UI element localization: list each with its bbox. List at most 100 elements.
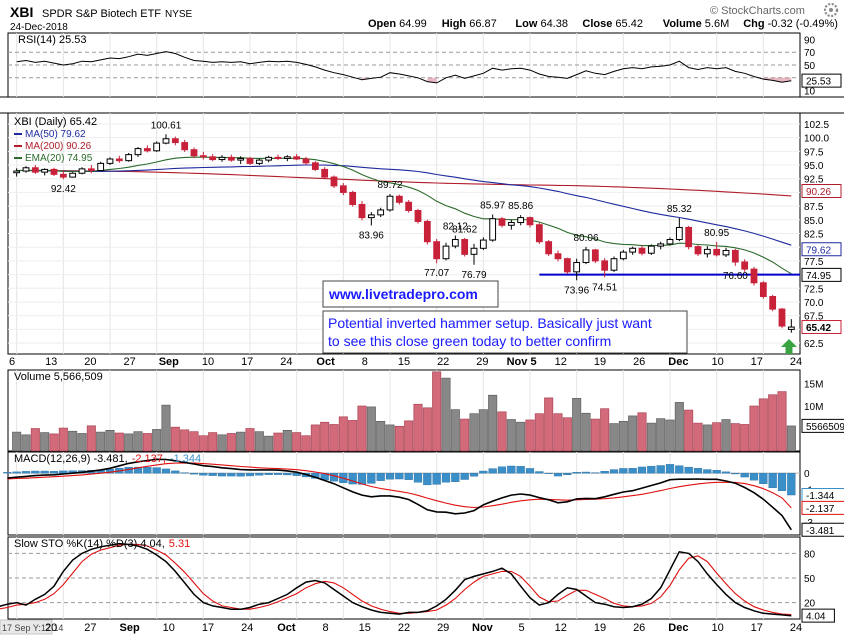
macd-histogram-bar xyxy=(423,472,432,486)
candle-body-down xyxy=(87,168,95,172)
note-box: Potential inverted hammer setup. Basical… xyxy=(322,310,688,354)
candle-body-up xyxy=(479,239,487,249)
candle-body-down xyxy=(171,138,179,144)
macd-histogram-bar xyxy=(749,472,759,481)
candle-body-up xyxy=(283,156,291,159)
macd-histogram-bar xyxy=(656,465,665,474)
candle-body-down xyxy=(209,156,217,161)
stat-close: Close 65.42 xyxy=(582,18,643,30)
candle-body-up xyxy=(489,218,497,241)
volume-bar xyxy=(497,411,507,452)
candle xyxy=(507,219,515,230)
candle xyxy=(666,237,674,246)
candle xyxy=(377,207,385,218)
candle xyxy=(601,258,609,278)
price-tick: 77.5 xyxy=(804,257,824,268)
bottom-x-label: 17 xyxy=(202,622,214,634)
volume-bar xyxy=(68,430,78,452)
bottom-x-label: Nov xyxy=(472,622,494,634)
volume-bar xyxy=(506,419,516,452)
candle-body-down xyxy=(731,249,739,263)
candle xyxy=(769,294,777,312)
macd-histogram-bar xyxy=(460,472,469,480)
candle xyxy=(115,155,123,163)
macd-histogram-bar xyxy=(693,468,703,474)
macd-histogram-bar xyxy=(245,472,255,477)
ma200-line xyxy=(16,169,792,197)
candle xyxy=(69,172,77,178)
volume-bar xyxy=(86,425,96,452)
macd-histogram-bar xyxy=(479,470,488,474)
volume-bar xyxy=(49,433,59,452)
legend-entry: MA(50) 79.62 xyxy=(25,129,86,140)
macd-histogram-bar xyxy=(49,471,59,474)
macd-histogram-bar xyxy=(413,472,423,483)
candle xyxy=(694,245,702,256)
legend-entry: MA(200) 90.26 xyxy=(25,141,92,152)
x-label: 8 xyxy=(362,356,368,368)
volume-bar xyxy=(114,432,124,452)
macd-histogram-bar xyxy=(199,472,208,476)
price-annotation: 100.61 xyxy=(151,120,182,131)
candle xyxy=(181,139,189,152)
price-annotation: 81.62 xyxy=(452,224,477,235)
badge-text: -2.137 xyxy=(806,504,835,515)
candle-body-down xyxy=(563,258,571,273)
bottom-x-label: 17 xyxy=(751,622,763,634)
candle xyxy=(526,216,534,228)
volume-bar xyxy=(618,420,628,452)
candle-body-down xyxy=(59,173,67,178)
volume-bar xyxy=(469,413,479,452)
macd-histogram-bar xyxy=(731,472,740,475)
crosshair-readout: 17 Sep Y:17.14 xyxy=(2,623,63,633)
candle xyxy=(433,238,441,264)
macd-histogram-bar xyxy=(516,466,525,474)
price-annotation: 82.12 xyxy=(443,222,468,233)
candle-body-down xyxy=(750,268,758,284)
candle xyxy=(255,158,263,166)
volume-bar xyxy=(348,420,358,452)
candle xyxy=(87,165,95,174)
ema20-badge: 74.95 xyxy=(801,267,842,282)
sto-tick: 20 xyxy=(804,599,816,610)
macd-histogram-bar xyxy=(21,471,31,474)
badge-text: 5566509 xyxy=(806,422,844,433)
website-box[interactable]: www.livetradepro.com xyxy=(322,280,499,308)
bottom-x-label: 20 xyxy=(45,622,57,634)
macd-histogram-bar xyxy=(619,468,628,474)
volume-bar xyxy=(77,433,87,452)
rsi-tick: 50 xyxy=(804,61,816,72)
macd-label-hist: -1.344 xyxy=(170,453,201,465)
candle xyxy=(162,134,170,145)
badge-text: -3.481 xyxy=(806,526,835,537)
candle-body-down xyxy=(349,191,357,205)
stat-open: Open 64.99 xyxy=(368,18,427,30)
settings-gear-icon[interactable] xyxy=(823,2,839,18)
price-panel: 102.5100.097.595.092.590.087.585.082.580… xyxy=(8,120,842,350)
macd-histogram-bar xyxy=(255,472,264,476)
volume-bar xyxy=(58,427,68,452)
bottom-x-label: 5 xyxy=(519,622,525,634)
volume-bar xyxy=(553,413,563,452)
macd-histogram-bar xyxy=(40,470,49,474)
macd-histogram-bar xyxy=(497,466,507,474)
candle xyxy=(265,155,273,163)
volume-bar xyxy=(226,433,236,452)
candle xyxy=(638,245,646,256)
volume-bar xyxy=(142,433,152,452)
candle-body-down xyxy=(405,201,413,211)
price-annotation: 85.86 xyxy=(508,201,533,212)
x-label: Dec xyxy=(668,356,688,368)
macd-label: MACD(12,26,9) -3.481, -2.137, -1.344 xyxy=(14,453,201,465)
website-link[interactable]: www.livetradepro.com xyxy=(328,286,478,302)
volume-badge: 5566509 xyxy=(801,418,844,433)
macd-histogram-bar xyxy=(469,472,479,477)
volume-tick: 10M xyxy=(804,402,823,413)
candle-body-up xyxy=(13,170,21,174)
candle-body-down xyxy=(638,247,646,254)
candle xyxy=(293,154,301,161)
macd-histogram-bar xyxy=(647,465,656,474)
price-annotation: 74.51 xyxy=(592,282,617,293)
macd-histogram-bar xyxy=(553,472,563,477)
